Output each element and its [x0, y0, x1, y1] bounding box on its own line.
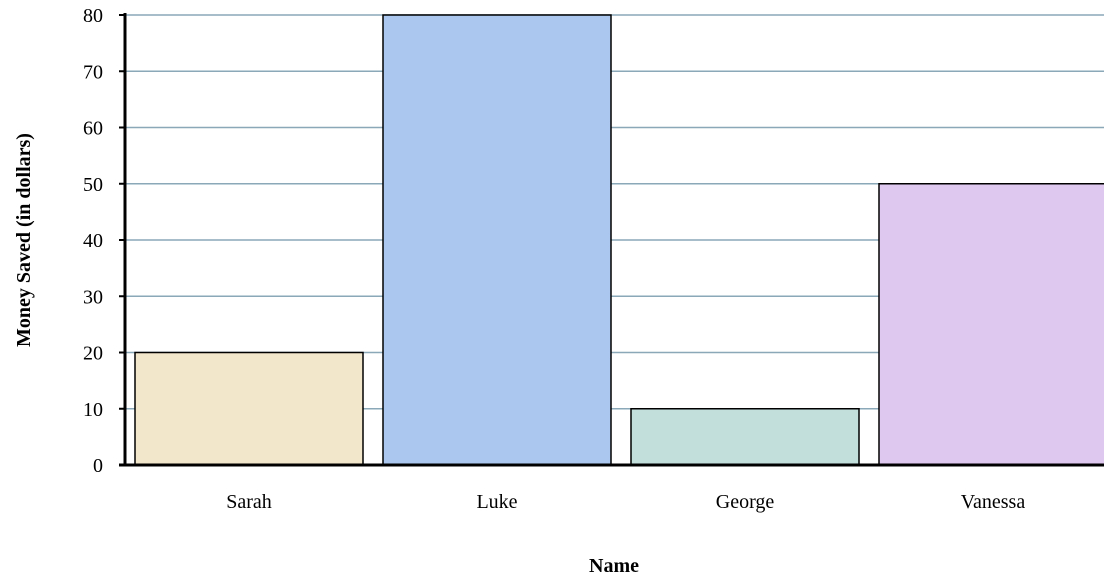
axes	[119, 13, 1104, 467]
x-tick-label-luke: Luke	[476, 491, 517, 513]
y-tick-label-20: 20	[83, 343, 103, 365]
bar-sarah	[134, 351, 364, 466]
bar-george	[630, 408, 860, 466]
y-tick-label-30: 30	[83, 286, 103, 308]
x-axis-title: Name	[589, 555, 639, 577]
bar-luke	[382, 14, 612, 466]
bar-vanessa	[878, 183, 1104, 466]
y-axis-title: Money Saved (in dollars)	[13, 133, 35, 347]
x-tick-label-vanessa: Vanessa	[961, 491, 1026, 513]
y-tick-label-0: 0	[93, 455, 103, 477]
x-tick-label-sarah: Sarah	[226, 491, 272, 513]
y-tick-label-60: 60	[83, 118, 103, 140]
y-tick-label-40: 40	[83, 230, 103, 252]
labels: 0 10 20 30 40 50 60 70 80 Sarah Luke George Vanessa	[83, 5, 1025, 513]
y-tick-label-50: 50	[83, 174, 103, 196]
y-tick-label-80: 80	[83, 5, 103, 27]
y-tick-label-70: 70	[83, 61, 103, 83]
bars	[134, 14, 1104, 466]
y-tick-label-10: 10	[83, 399, 103, 421]
x-tick-label-george: George	[716, 491, 775, 513]
